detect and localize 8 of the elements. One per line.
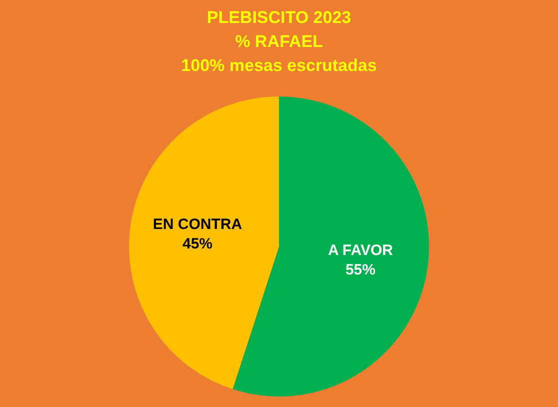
text: 100% mesas escrutadas	[180, 55, 378, 77]
slice-label: A FAVOR	[328, 242, 394, 259]
chart-title: PLEBISCITO 2023	[206, 7, 352, 29]
pie-slice	[129, 96, 279, 390]
slice-label: EN CONTRA	[152, 216, 242, 234]
data-label: 55%	[345, 261, 376, 278]
chart-subtitle: % RAFAEL	[234, 31, 324, 53]
data-label: 45%	[182, 236, 213, 253]
